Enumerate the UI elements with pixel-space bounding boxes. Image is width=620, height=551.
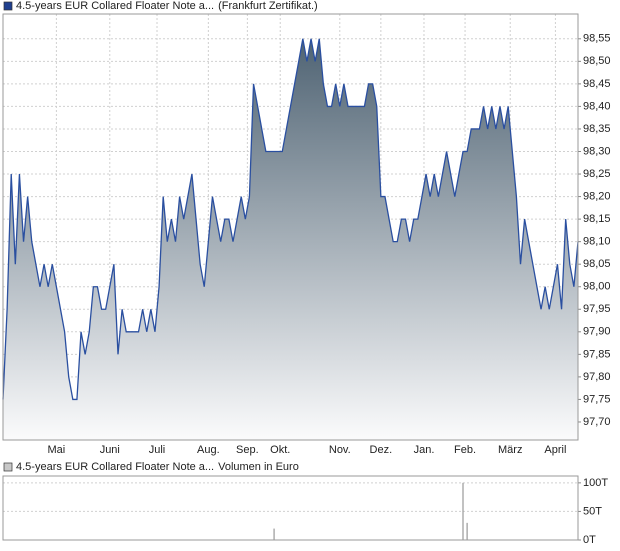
x-tick-label: März <box>498 444 522 456</box>
x-tick-label: Sep. <box>236 444 259 456</box>
area-fill <box>3 38 578 441</box>
y-tick-label: 98,00 <box>583 281 611 293</box>
legend-swatch <box>3 1 13 11</box>
y-tick-label: 98,15 <box>583 213 611 225</box>
x-tick-label: Jan. <box>414 444 435 456</box>
y-tick-label: 98,35 <box>583 123 611 135</box>
x-tick-label: Juli <box>149 444 166 456</box>
y-tick-label: 100T <box>583 477 608 489</box>
y-tick-label: 97,80 <box>583 371 611 383</box>
volume-bar <box>466 522 468 540</box>
price-line <box>2 38 579 401</box>
plot-frame <box>2 475 579 541</box>
x-tick-label: Aug. <box>197 444 220 456</box>
y-tick-label: 98,40 <box>583 100 611 112</box>
x-tick-label: Mai <box>48 444 66 456</box>
y-tick-label: 50T <box>583 505 602 517</box>
legend-name: 4.5-years EUR Collared Floater Note a... <box>16 461 214 473</box>
y-tick-label: 97,90 <box>583 326 611 338</box>
y-tick-label: 97,85 <box>583 348 611 360</box>
x-tick-label: Nov. <box>329 444 351 456</box>
volume-bar <box>462 482 464 540</box>
x-tick-label: Okt. <box>270 444 290 456</box>
y-tick-label: 97,95 <box>583 303 611 315</box>
y-tick-label: 98,10 <box>583 236 611 248</box>
plot-frame <box>2 13 579 441</box>
volume-bar <box>273 528 275 540</box>
y-tick-label: 97,70 <box>583 416 611 428</box>
y-tick-label: 98,55 <box>583 33 611 45</box>
y-tick-label: 98,20 <box>583 190 611 202</box>
legend-note: Volumen in Euro <box>218 461 299 473</box>
x-tick-label: Juni <box>100 444 120 456</box>
legend-note: (Frankfurt Zertifikat.) <box>218 0 318 12</box>
y-tick-label: 97,75 <box>583 393 611 405</box>
y-tick-label: 0T <box>583 534 596 546</box>
legend-swatch <box>3 462 13 472</box>
legend-name: 4.5-years EUR Collared Floater Note a... <box>16 0 214 12</box>
x-tick-label: Feb. <box>454 444 476 456</box>
x-tick-label: April <box>544 444 566 456</box>
y-tick-label: 98,45 <box>583 78 611 90</box>
x-tick-label: Dez. <box>370 444 393 456</box>
y-tick-label: 98,50 <box>583 55 611 67</box>
y-tick-label: 98,05 <box>583 258 611 270</box>
y-tick-label: 98,30 <box>583 145 611 157</box>
legend-label: 4.5-years EUR Collared Floater Note a...… <box>16 0 318 12</box>
y-tick-label: 98,25 <box>583 168 611 180</box>
legend-label: 4.5-years EUR Collared Floater Note a...… <box>16 461 299 473</box>
